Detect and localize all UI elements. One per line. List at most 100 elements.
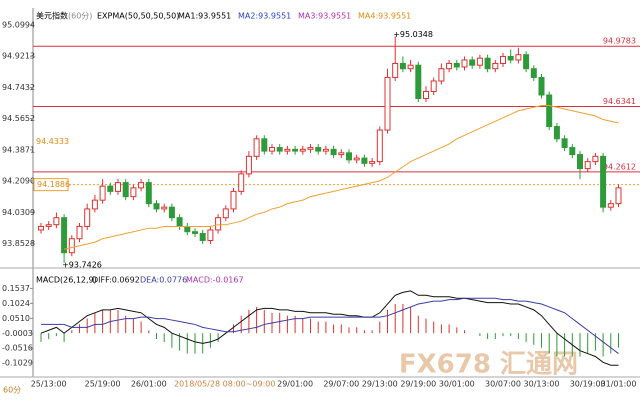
candle-body [376, 129, 383, 163]
expma-label: 94.4333 [36, 137, 69, 146]
candle-body [577, 154, 583, 170]
y-tick-label: 94.2090 [2, 177, 35, 186]
candle-body [61, 217, 68, 254]
candle-body [399, 62, 406, 70]
y-tick-label: 0.1024 [2, 299, 30, 308]
candle-body [369, 161, 376, 164]
y-tick-label: 94.9213 [2, 52, 35, 61]
candle-body [207, 229, 214, 241]
y-tick-label: 93.8528 [2, 239, 35, 248]
candle-body [153, 203, 160, 210]
candle-body [507, 55, 514, 61]
watermark: FX678 汇通网 [399, 350, 578, 380]
crosshair-time: 2018/05/28 08:00~09:00 [174, 380, 275, 389]
dea-label: DEA:0.0776 [140, 276, 187, 285]
level-label: 94.6341 [603, 97, 636, 106]
candle-body [138, 182, 145, 189]
candle-body [68, 238, 75, 254]
candle-body [315, 147, 322, 152]
candle-body [330, 148, 337, 156]
candle-body [553, 126, 560, 140]
y-tick-label: 94.5652 [2, 114, 35, 123]
candle-body [99, 185, 106, 201]
x-tick-label: 30/19:00 [570, 380, 606, 389]
level-label: 94.2612 [603, 162, 636, 171]
ma-label: MA4:93.9551 [358, 12, 411, 21]
candle-body [515, 54, 522, 61]
indicator: EXPMA(50,50,50,50) [97, 12, 179, 21]
x-tick-label: 30/07:00 [485, 380, 521, 389]
candle-body [230, 190, 237, 210]
last-price-box [33, 178, 69, 192]
period: (60分) [68, 12, 92, 21]
candle-body [45, 224, 52, 227]
candle-body [492, 62, 499, 70]
x-tick-label: 29/01:00 [277, 380, 313, 389]
candle-body [523, 54, 530, 70]
expma-line [63, 105, 619, 250]
y-tick-label: 94.0309 [2, 208, 35, 217]
crosshair-box [172, 378, 272, 390]
candle-body [392, 62, 399, 78]
last-price-label: 94.1886 [37, 180, 70, 189]
macd-title: MACD(26,12,9) [36, 276, 97, 285]
ma-label: MA1:93.9551 [178, 12, 231, 21]
high-annotation: +95.0348 [393, 30, 433, 39]
y-tick-label: 95.0994 [2, 21, 35, 30]
candle-body [307, 147, 314, 150]
candle-body [384, 76, 391, 131]
x-tick-label: 30/01:00 [439, 380, 475, 389]
candle-body [407, 64, 414, 70]
candle-body [76, 225, 83, 240]
candle-body [292, 148, 299, 152]
y-tick-label: -0.0003 [2, 329, 33, 338]
y-tick-label: 0.0510 [2, 314, 30, 323]
candle-body [415, 64, 422, 100]
candle-body [199, 232, 206, 241]
x-tick-label: 26/01:00 [131, 380, 167, 389]
candle-body [338, 152, 345, 156]
candle-body [145, 182, 152, 205]
ma-label: MA2:93.9551 [238, 12, 291, 21]
candle-body [91, 199, 98, 210]
candle-body [176, 217, 183, 227]
candle-body [592, 155, 599, 163]
y-tick-label: 94.3871 [2, 145, 35, 154]
diff-label: DIFF:0.0692 [92, 276, 140, 285]
candle-body [299, 148, 306, 152]
low-annotation: +93.7426 [62, 260, 102, 269]
candle-body [546, 94, 553, 128]
candle-body [284, 148, 291, 152]
candle-body [476, 57, 483, 66]
candle-body [107, 185, 114, 192]
candle-body [353, 157, 360, 161]
candle-body [361, 157, 368, 164]
candle-body [453, 62, 460, 68]
level-label: 94.9783 [603, 37, 636, 46]
candle-body [607, 203, 614, 208]
candle-body [215, 217, 222, 231]
candle-body [430, 80, 437, 92]
period-footer: 60分 [3, 386, 21, 395]
y-tick-label: -0.1029 [2, 359, 33, 368]
candle-body [261, 138, 268, 152]
x-tick-label: 31/01:00 [601, 380, 637, 389]
candle-body [115, 182, 121, 192]
candle-body [130, 187, 137, 198]
candle-body [168, 206, 175, 219]
candle-body [253, 138, 260, 157]
candle-body [600, 155, 607, 208]
candle-body [192, 231, 198, 234]
diff-line [40, 290, 619, 366]
y-tick-label: -0.0516 [2, 344, 33, 353]
candle-body [538, 76, 545, 96]
x-tick-label: 29/13:00 [362, 380, 398, 389]
x-tick-label: 25/19:00 [85, 380, 121, 389]
candle-body [438, 68, 445, 82]
candle-body [276, 147, 283, 152]
x-tick-label: 30/13:00 [524, 380, 560, 389]
candle-body [53, 217, 60, 226]
candle-body [84, 208, 91, 227]
chart-title: 美元指数 [36, 11, 68, 21]
candle-body [561, 138, 568, 149]
